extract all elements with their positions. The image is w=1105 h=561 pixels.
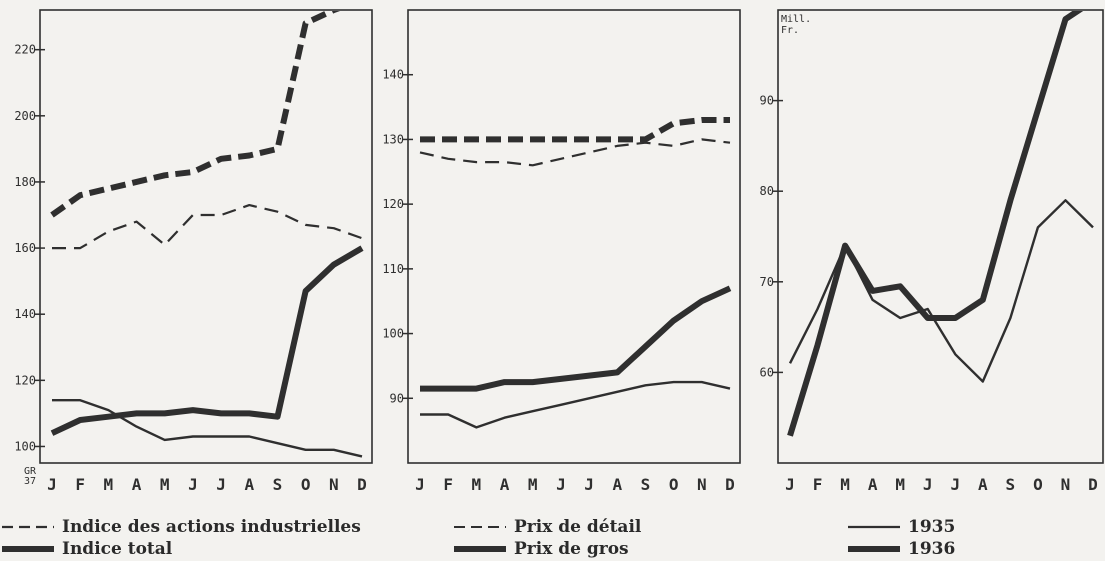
x-tick-label: F [443,475,453,494]
y-tick-label: 120 [382,197,404,211]
y-tick-label: 180 [14,175,36,189]
x-tick-label: A [978,475,988,494]
series-line-2 [787,11,1084,437]
legend-item-1935: 1935 [848,517,955,537]
x-tick-label: J [584,475,594,494]
x-tick-label: N [697,475,707,494]
y-tick-label: 90 [390,391,404,405]
x-tick-label: N [1061,475,1071,494]
legend-item-1936: 1936 [848,539,955,559]
legend-item-prix-detail: Prix de détail [454,517,641,537]
plot-frame [39,9,373,464]
series-line-1 [50,11,341,218]
x-tick-label: M [528,475,538,494]
x-tick-label: J [556,475,566,494]
legend-swatch [848,525,900,529]
x-tick-label: J [188,475,198,494]
corner-label: Mill. Fr. [781,14,811,36]
y-tick-label: 120 [14,373,36,387]
x-tick-label: M [840,475,850,494]
x-tick-label: M [160,475,170,494]
x-tick-label: M [472,475,482,494]
y-tick-label: 70 [760,275,774,289]
y-tick-label: 200 [14,109,36,123]
legend-swatch [848,546,900,552]
legend-label: 1936 [908,539,956,559]
x-tick-label: A [500,475,510,494]
x-tick-label: O [301,475,311,494]
x-tick-label: J [415,475,425,494]
series-line-4 [52,399,363,458]
legend-label: Indice total [62,539,173,559]
x-tick-label: J [47,475,57,494]
y-tick-label: 140 [382,68,404,82]
x-tick-label: D [1088,475,1098,494]
x-tick-label: A [132,475,142,494]
x-tick-label: S [641,475,651,494]
legend-label: 1935 [908,517,956,537]
legend-label: Prix de gros [514,539,629,559]
y-tick-label: 160 [14,241,36,255]
plot-frame [407,9,741,464]
series-line-4 [420,380,731,429]
x-tick-label: F [813,475,823,494]
x-tick-label: D [357,475,367,494]
series-line-1 [419,138,731,167]
x-tick-label: A [868,475,878,494]
legend-label: Indice des actions industrielles [62,517,361,537]
legend-swatch [2,525,54,529]
series-line-3 [50,245,364,436]
x-tick-label: M [895,475,905,494]
y-tick-label: 90 [760,94,774,108]
y-tick-label: 60 [760,365,774,379]
y-tick-label: 220 [14,43,36,57]
x-tick-label: J [923,475,933,494]
corner-label: GR 37 [24,466,37,487]
y-tick-label: 80 [760,184,774,198]
x-tick-label: A [244,475,254,494]
x-tick-label: M [104,475,114,494]
x-tick-label: O [1033,475,1043,494]
x-tick-label: D [725,475,735,494]
y-tick-label: 140 [14,307,36,321]
legend-item-prix-gros: Prix de gros [454,539,629,559]
series-line-3 [420,285,732,392]
x-tick-label: S [1006,475,1016,494]
x-tick-label: J [216,475,226,494]
x-tick-label: J [785,475,795,494]
x-tick-label: N [329,475,339,494]
y-tick-label: 100 [14,439,36,453]
x-tick-label: J [950,475,960,494]
y-tick-label: 130 [382,132,404,146]
y-tick-label: 100 [382,327,404,341]
legend-swatch [2,546,54,552]
x-tick-label: O [669,475,679,494]
x-tick-label: A [612,475,622,494]
legend-item-indice-total: Indice total [2,539,172,559]
legend-label: Prix de détail [514,517,642,537]
series-line-2 [52,204,363,250]
series-line-2 [420,117,730,143]
x-tick-label: F [75,475,85,494]
plot-frame [777,9,1104,464]
legend-swatch [454,546,506,552]
legend-item-actions-industrielles: Indice des actions industrielles [2,517,361,537]
x-tick-label: S [273,475,283,494]
legend-swatch [454,526,506,528]
y-tick-label: 110 [382,262,404,276]
